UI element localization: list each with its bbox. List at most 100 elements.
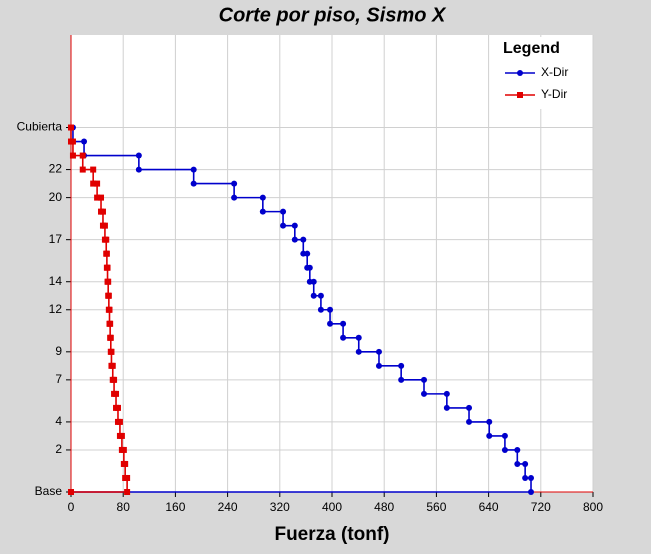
- data-marker: [375, 362, 382, 369]
- x-tick-label: 800: [583, 500, 603, 514]
- data-marker: [443, 390, 450, 397]
- legend-title: Legend: [503, 40, 560, 57]
- data-marker: [486, 418, 493, 425]
- data-marker: [355, 334, 362, 341]
- data-marker: [94, 194, 101, 201]
- data-marker: [231, 194, 238, 201]
- data-marker: [421, 376, 428, 383]
- data-marker: [118, 432, 125, 439]
- data-marker: [94, 180, 101, 187]
- data-marker: [106, 306, 113, 313]
- data-marker: [528, 474, 535, 481]
- data-marker: [304, 250, 311, 257]
- x-axis-label: Fuerza (tonf): [274, 524, 389, 545]
- data-marker: [317, 292, 324, 299]
- data-marker: [124, 489, 131, 495]
- y-tick-label: 22: [49, 162, 63, 176]
- x-tick-label: 0: [68, 500, 75, 514]
- x-tick-label: 480: [374, 500, 394, 514]
- y-tick-label: 20: [49, 190, 63, 204]
- data-marker: [101, 222, 108, 229]
- data-marker: [68, 124, 74, 131]
- data-marker: [105, 292, 112, 299]
- data-marker: [501, 446, 508, 453]
- data-marker: [120, 446, 127, 453]
- data-marker: [114, 404, 121, 411]
- y-tick-label: 2: [55, 442, 62, 456]
- data-marker: [259, 208, 266, 215]
- data-marker: [486, 432, 493, 439]
- data-marker: [300, 236, 307, 243]
- data-marker: [291, 236, 298, 243]
- data-marker: [104, 264, 111, 271]
- data-marker: [109, 362, 116, 369]
- data-marker: [522, 474, 529, 481]
- y-tick-label: 7: [55, 372, 62, 386]
- chart-title: Corte por piso, Sismo X: [219, 4, 447, 26]
- data-marker: [124, 474, 131, 481]
- data-marker: [135, 152, 142, 159]
- data-marker: [517, 70, 523, 76]
- data-marker: [135, 166, 142, 173]
- x-tick-label: 560: [426, 500, 446, 514]
- x-tick-label: 160: [165, 500, 185, 514]
- data-marker: [107, 334, 114, 341]
- data-marker: [98, 194, 105, 201]
- data-marker: [190, 180, 197, 187]
- data-marker: [522, 460, 529, 467]
- y-tick-label: 4: [55, 414, 62, 428]
- data-marker: [514, 460, 521, 467]
- y-tick-label: 12: [49, 302, 63, 316]
- data-marker: [398, 362, 405, 369]
- y-tick-label: 9: [55, 344, 62, 358]
- data-marker: [306, 264, 313, 271]
- x-tick-label: 240: [218, 500, 238, 514]
- y-tick-label: 17: [49, 232, 63, 246]
- data-marker: [310, 278, 317, 285]
- data-marker: [528, 489, 535, 495]
- data-marker: [107, 320, 114, 327]
- legend-label: X-Dir: [541, 65, 568, 79]
- data-marker: [90, 166, 97, 173]
- data-marker: [69, 138, 76, 145]
- y-tick-label: Cubierta: [17, 120, 63, 134]
- data-marker: [375, 348, 382, 355]
- data-marker: [90, 180, 97, 187]
- y-tick-label: 14: [49, 274, 63, 288]
- data-marker: [103, 250, 110, 257]
- data-marker: [105, 278, 112, 285]
- data-marker: [79, 152, 86, 159]
- data-marker: [517, 92, 523, 98]
- data-marker: [443, 404, 450, 411]
- data-marker: [280, 222, 287, 229]
- data-marker: [190, 166, 197, 173]
- legend-label: Y-Dir: [541, 87, 567, 101]
- data-marker: [355, 348, 362, 355]
- x-tick-label: 640: [479, 500, 499, 514]
- data-marker: [340, 334, 347, 341]
- y-tick-label: Base: [35, 484, 63, 498]
- data-marker: [69, 152, 76, 159]
- data-marker: [327, 306, 334, 313]
- x-tick-label: 720: [531, 500, 551, 514]
- data-marker: [79, 166, 86, 173]
- data-marker: [108, 348, 115, 355]
- data-marker: [466, 418, 473, 425]
- data-marker: [340, 320, 347, 327]
- x-tick-label: 80: [117, 500, 131, 514]
- data-marker: [113, 390, 120, 397]
- data-marker: [81, 138, 88, 145]
- data-marker: [501, 432, 508, 439]
- data-marker: [317, 306, 324, 313]
- data-marker: [103, 236, 110, 243]
- x-tick-label: 320: [270, 500, 290, 514]
- data-marker: [111, 376, 118, 383]
- data-marker: [122, 460, 129, 467]
- data-marker: [280, 208, 287, 215]
- data-marker: [68, 489, 74, 495]
- data-marker: [327, 320, 334, 327]
- data-marker: [99, 208, 106, 215]
- data-marker: [259, 194, 266, 201]
